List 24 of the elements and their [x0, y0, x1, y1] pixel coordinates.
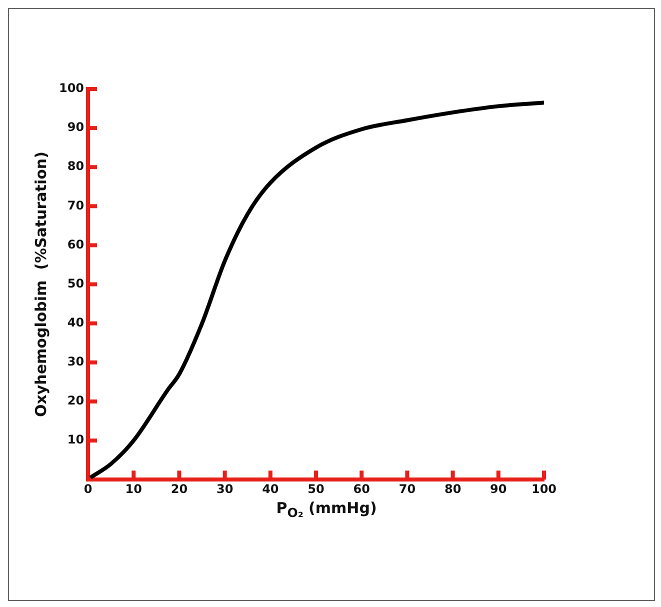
x-tick-label: 0: [84, 482, 92, 496]
x-tick-label: 60: [353, 482, 370, 496]
y-axis-title: Oxyhemoglobim (%Saturation): [32, 152, 50, 418]
x-tick-label: 80: [444, 482, 462, 496]
y-tick-label: 50: [67, 276, 84, 290]
x-tick-label: 90: [490, 482, 507, 496]
y-tick-label: 100: [58, 81, 84, 96]
x-tick-label: 20: [170, 482, 188, 496]
y-tick-label: 70: [67, 198, 84, 212]
y-tick-label: 10: [67, 432, 84, 447]
page-frame: Oxyhemoglobim (%Saturation) 0 10 20 30 40 50 60 70 80 90 100 10 20 30 40 50 60 70 80 90 100 P$_{O₂}$ (mmHg): [8, 8, 655, 601]
y-tick-label: 30: [67, 354, 84, 369]
x-tick-label: 50: [308, 482, 324, 496]
x-tick-label: 70: [398, 482, 416, 496]
y-tick-label: 40: [67, 315, 84, 330]
y-tick-label: 90: [67, 120, 84, 134]
x-tick-label: 40: [262, 482, 279, 496]
x-tick-label: 10: [125, 482, 142, 496]
y-tick-label: 60: [67, 237, 84, 252]
x-tick-label: 30: [216, 482, 234, 496]
x-axis-title: P$_{O₂}$ (mmHg): [275, 499, 378, 520]
x-tick-label: 100: [531, 482, 557, 496]
y-tick-label: 20: [67, 394, 84, 408]
y-tick-label: 80: [67, 159, 84, 174]
